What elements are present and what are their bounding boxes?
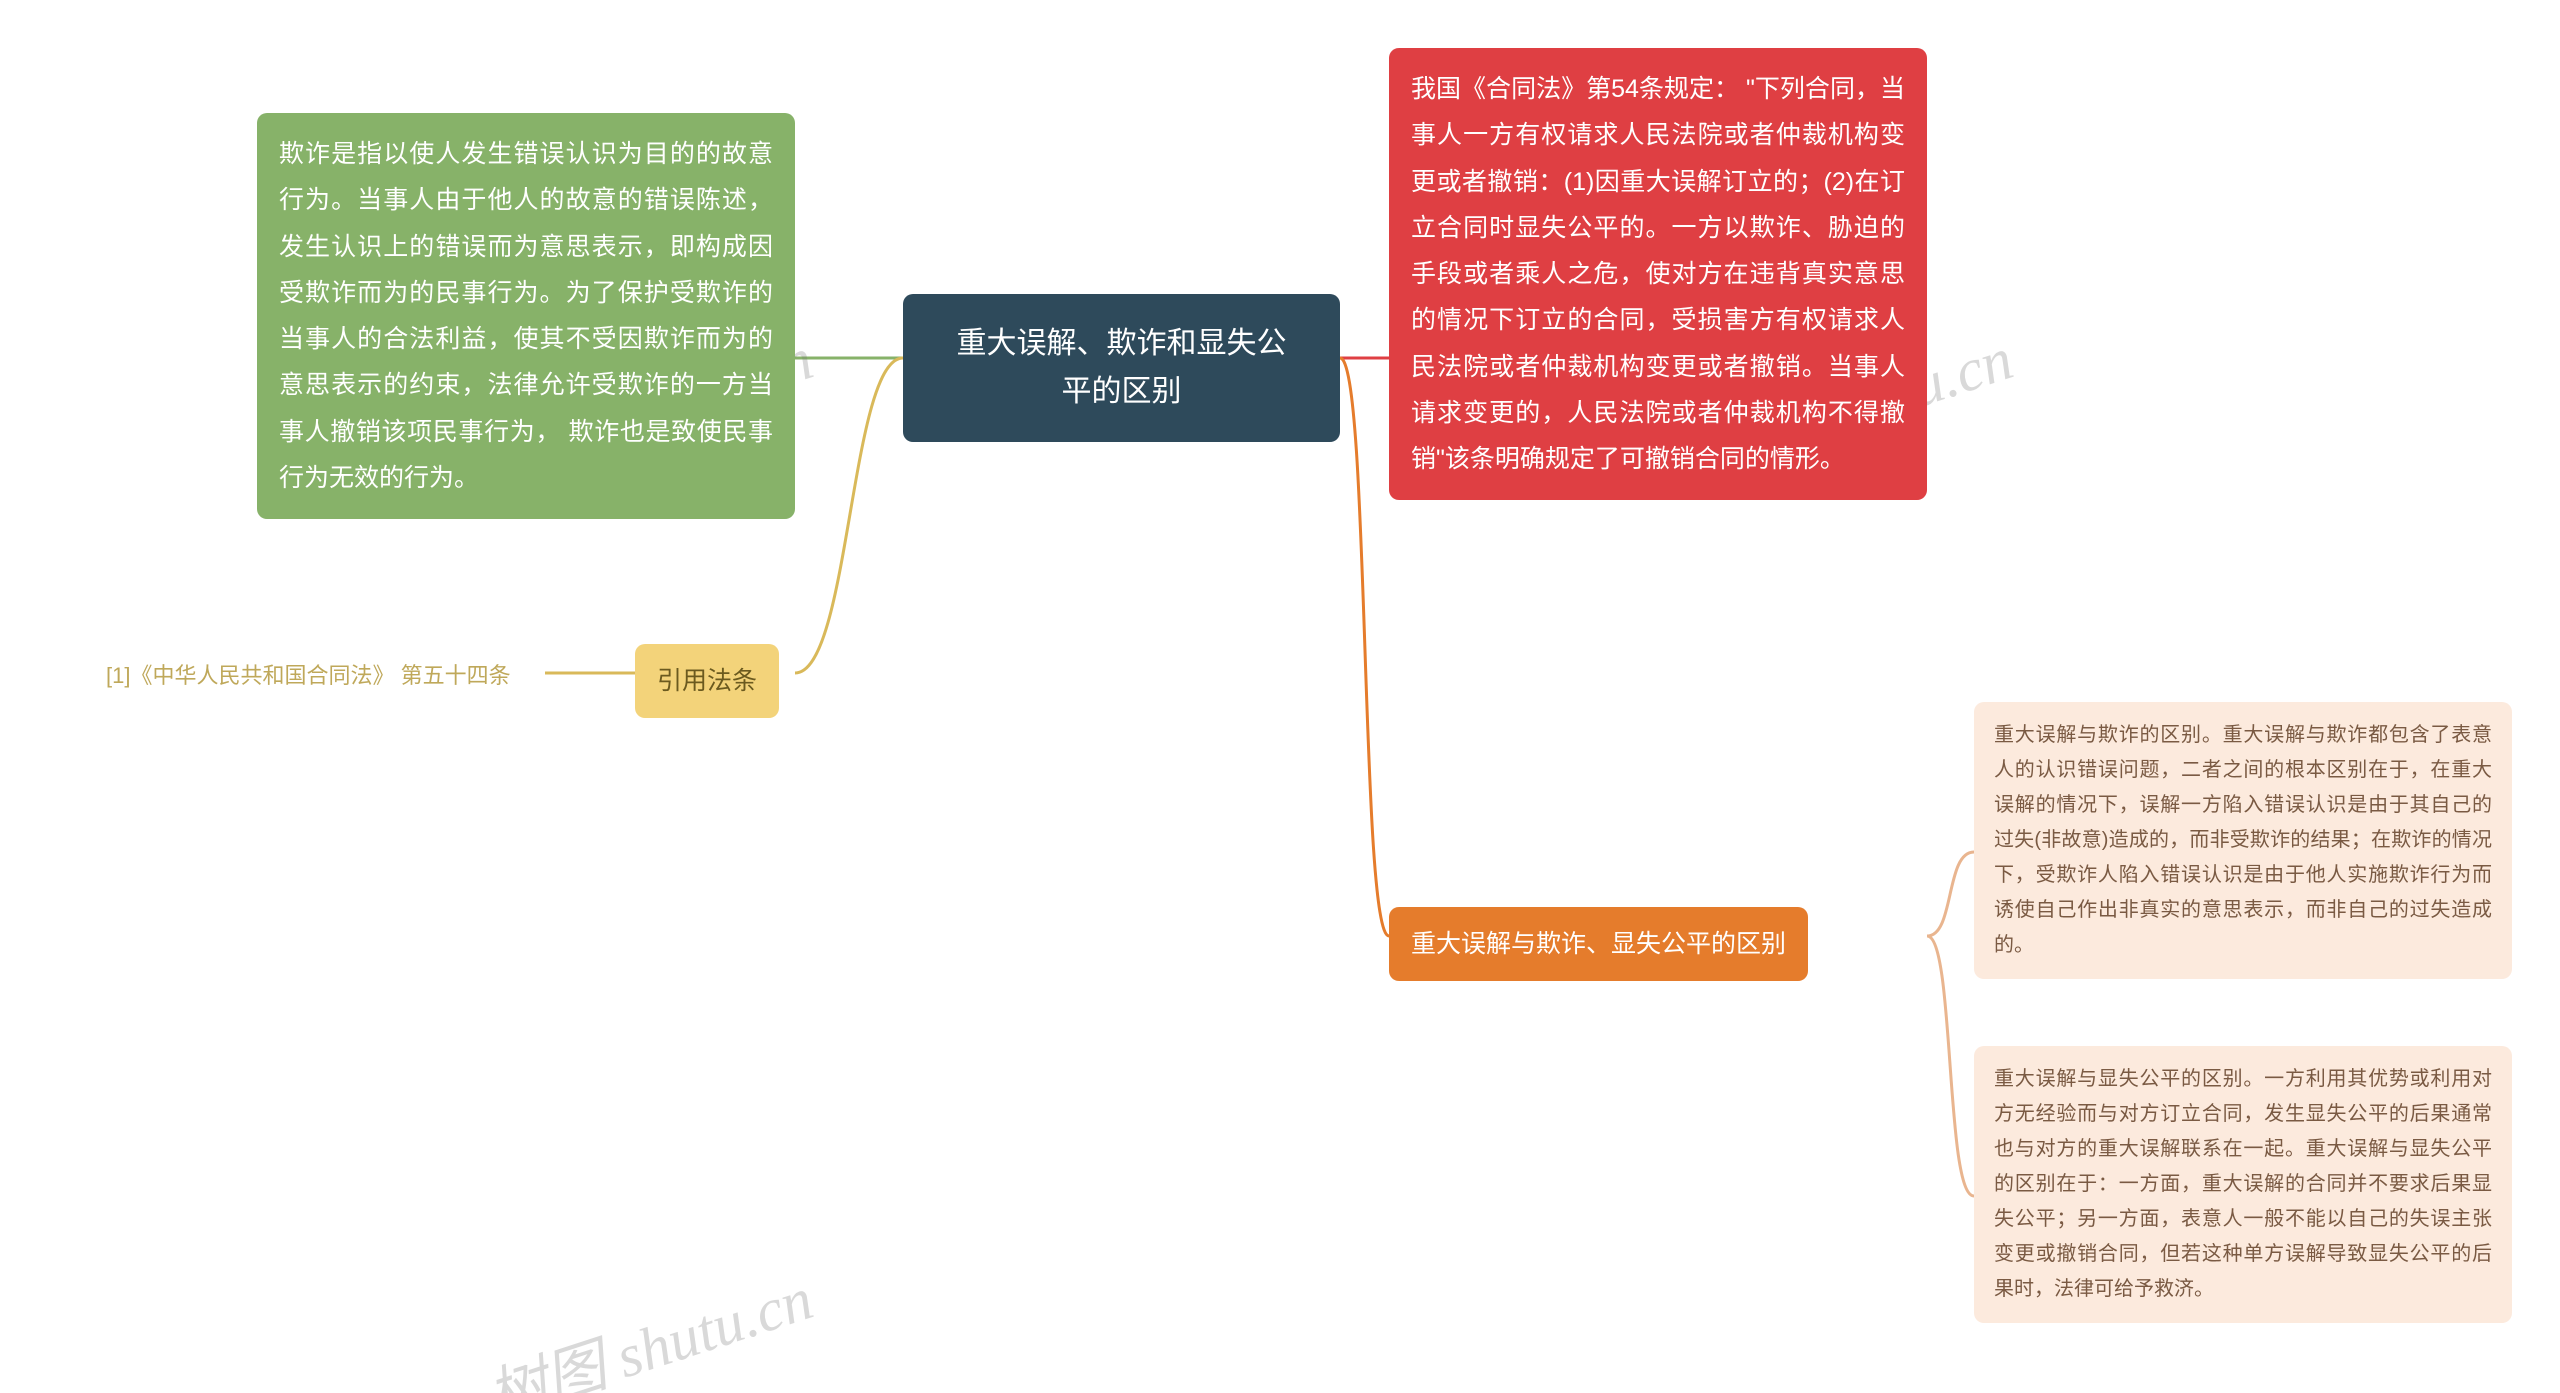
watermark: 树图 shutu.cn <box>475 1250 822 1393</box>
orange-node: 重大误解与欺诈、显失公平的区别 <box>1389 907 1808 981</box>
citation-text: [1]《中华人民共和国合同法》 第五十四条 <box>106 658 511 690</box>
center-title-line1: 重大误解、欺诈和显失公 <box>931 320 1312 368</box>
center-title-line2: 平的区别 <box>931 368 1312 416</box>
yellow-node: 引用法条 <box>635 644 779 718</box>
peach-node-1: 重大误解与欺诈的区别。重大误解与欺诈都包含了表意人的认识错误问题，二者之间的根本… <box>1974 702 2512 979</box>
peach-node-2: 重大误解与显失公平的区别。一方利用其优势或利用对方无经验而与对方订立合同，发生显… <box>1974 1046 2512 1323</box>
center-node: 重大误解、欺诈和显失公 平的区别 <box>903 294 1340 442</box>
red-node: 我国《合同法》第54条规定： "下列合同，当事人一方有权请求人民法院或者仲裁机构… <box>1389 48 1927 500</box>
green-node: 欺诈是指以使人发生错误认识为目的的故意行为。当事人由于他人的故意的错误陈述，发生… <box>257 113 795 519</box>
